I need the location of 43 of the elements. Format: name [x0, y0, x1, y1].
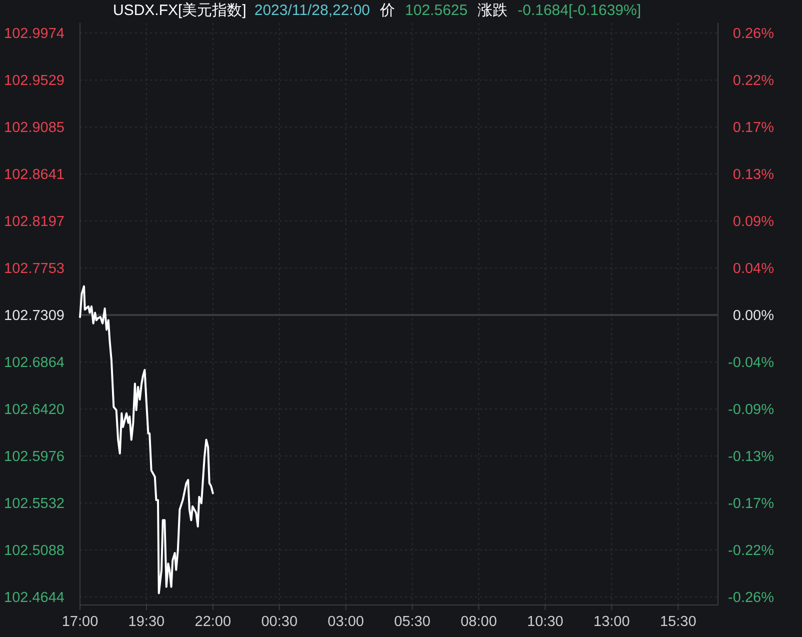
- y-tick-label: 102.6420: [4, 402, 64, 418]
- chart-subtitle: 2023/11/28,22:00: [254, 2, 370, 19]
- y2-tick-label: 0.09%: [732, 214, 774, 230]
- x-tick-label: 00:30: [261, 614, 298, 630]
- x-tick-label: 22:00: [194, 614, 232, 630]
- y-tick-label: 102.5532: [4, 496, 64, 512]
- y2-tick-label: 0.22%: [732, 73, 774, 90]
- y-tick-label: 102.6864: [4, 355, 64, 372]
- y2-tick-label: 0.13%: [732, 167, 774, 183]
- y2-tick-label: -0.13%: [728, 449, 774, 465]
- y-tick-label: 102.9085: [4, 120, 64, 136]
- x-tick-label: 10:30: [527, 614, 564, 630]
- x-tick-label: 05:30: [394, 614, 430, 630]
- y-tick-label: 102.8641: [4, 167, 64, 184]
- text: 102.5625: [405, 2, 468, 19]
- x-tick-label: 13:00: [594, 614, 630, 630]
- x-tick-label: 19:30: [128, 614, 165, 630]
- x-tick-label: 08:00: [460, 614, 497, 630]
- y2-tick-label: 0.00%: [732, 308, 774, 324]
- y2-tick-label: 0.17%: [732, 120, 774, 136]
- line-series: [79, 285, 214, 594]
- y2-tick-label: -0.04%: [728, 354, 774, 371]
- y-tick-label: 102.8197: [4, 214, 64, 230]
- x-tick-label: 03:00: [328, 614, 364, 630]
- y-tick-label: 102.5088: [4, 543, 64, 560]
- y-tick-label: 102.5976: [4, 449, 64, 466]
- y-tick-label: 102.7753: [4, 261, 64, 278]
- y-tick-label: 102.4644: [4, 590, 64, 606]
- y2-tick-label: -0.22%: [728, 542, 774, 559]
- y2-tick-label: -0.09%: [728, 402, 774, 418]
- x-tick-label: 15:30: [660, 614, 696, 630]
- y2-tick-label: -0.26%: [728, 590, 774, 606]
- y-tick-label: 102.7309: [4, 308, 64, 324]
- text: -0.1684[-0.1639%]: [518, 2, 642, 19]
- y2-tick-label: 0.26%: [732, 26, 774, 42]
- y-tick-label: 102.9529: [4, 73, 64, 90]
- y2-tick-label: -0.17%: [728, 496, 774, 512]
- y-tick-label: 102.9974: [4, 26, 64, 42]
- chart-title: USDX.FX[美元指数]: [113, 2, 246, 19]
- text: 价: [379, 2, 396, 19]
- x-tick-label: 17:00: [62, 614, 98, 630]
- y2-tick-label: 0.04%: [732, 261, 774, 278]
- text: 涨跌: [478, 2, 508, 19]
